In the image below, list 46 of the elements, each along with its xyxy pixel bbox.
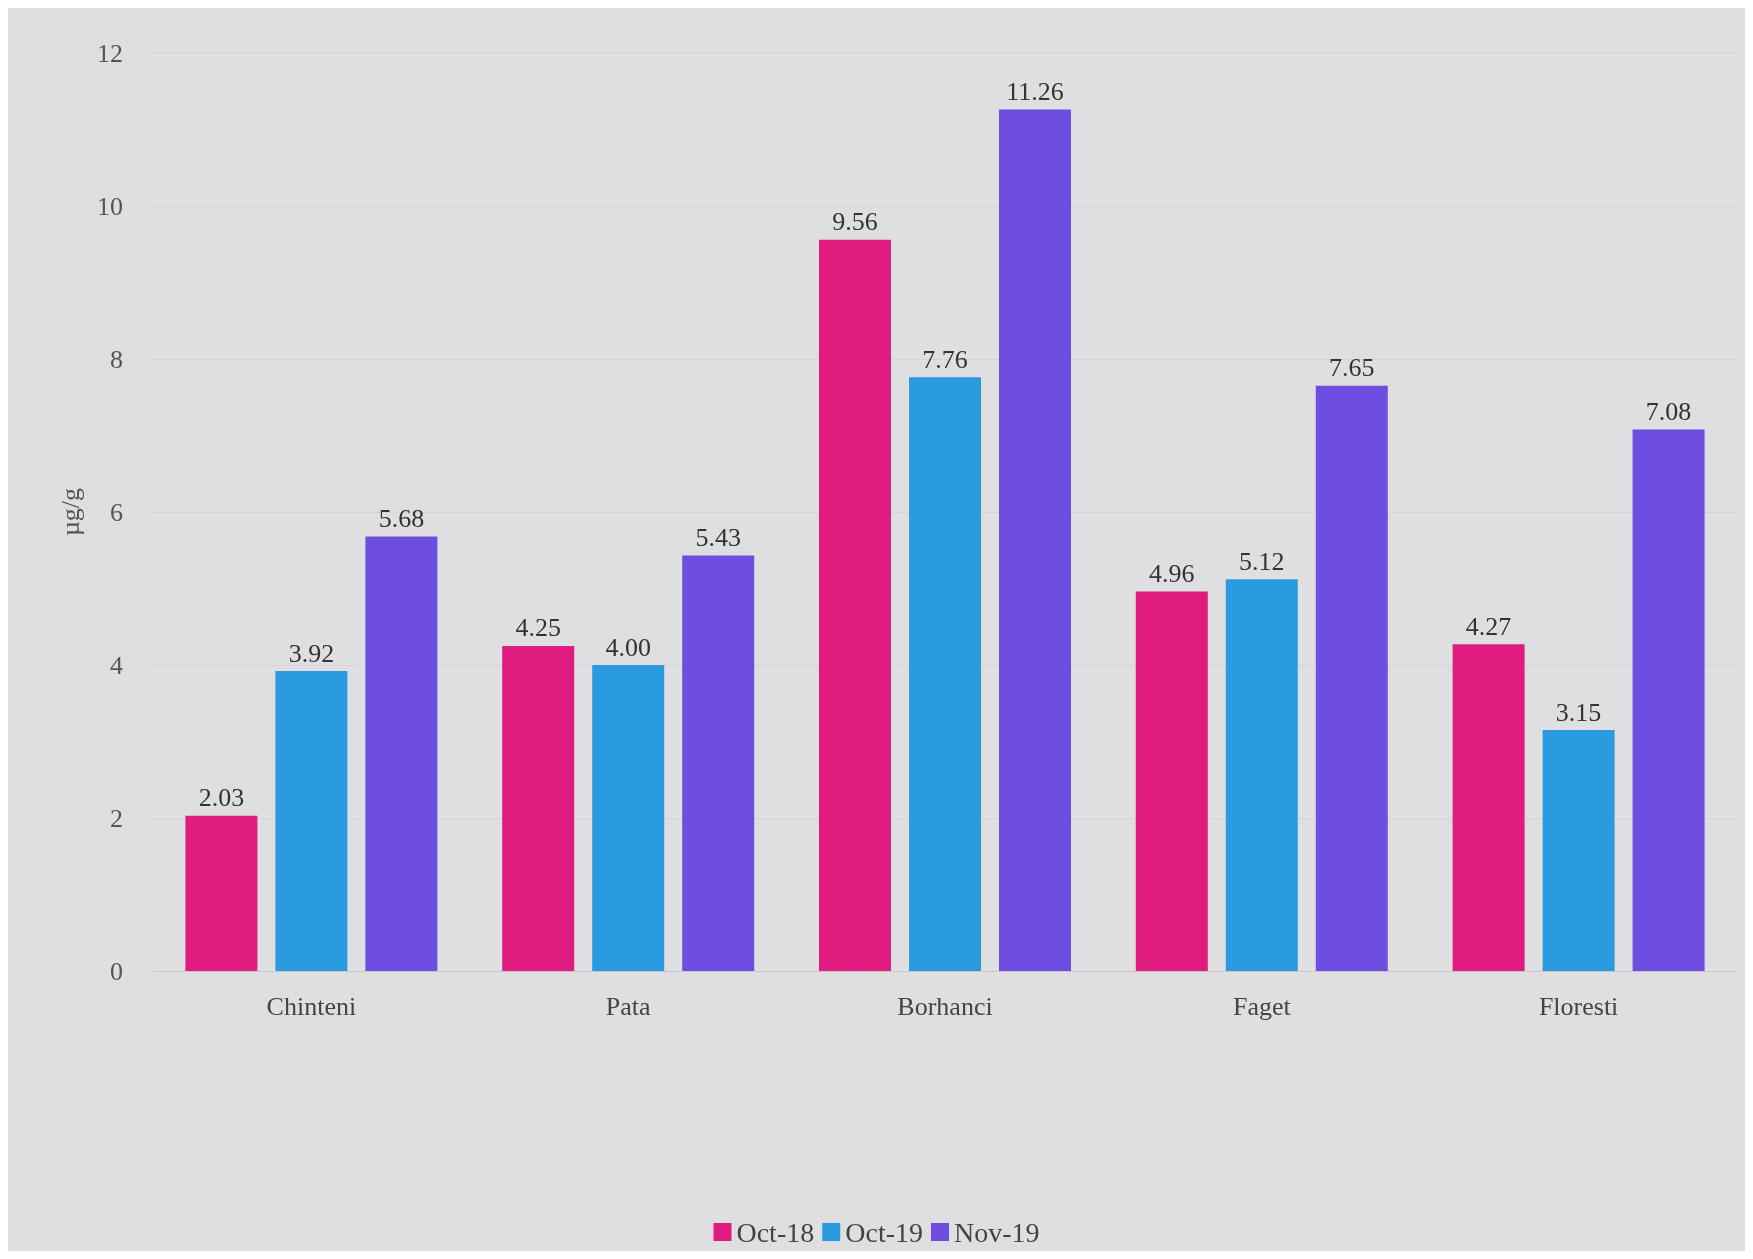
y-tick-label: 8 bbox=[110, 344, 123, 374]
y-tick-label: 6 bbox=[110, 497, 123, 527]
data-label: 4.27 bbox=[1465, 611, 1512, 641]
bar bbox=[275, 671, 348, 971]
bar bbox=[592, 665, 665, 971]
x-tick-label: Chinteni bbox=[266, 991, 357, 1021]
data-label: 7.76 bbox=[922, 344, 968, 374]
bar bbox=[909, 377, 981, 971]
x-tick-label: Borhanci bbox=[897, 991, 993, 1021]
data-label: 3.92 bbox=[288, 638, 335, 668]
data-label: 5.12 bbox=[1239, 546, 1285, 576]
bar bbox=[1542, 730, 1615, 971]
data-label: 9.56 bbox=[832, 207, 878, 237]
bar bbox=[682, 555, 755, 971]
x-tick-label: Floresti bbox=[1538, 991, 1619, 1021]
y-tick-label: 2 bbox=[110, 803, 123, 833]
x-tick-label: Faget bbox=[1232, 991, 1292, 1021]
bar bbox=[1452, 644, 1525, 971]
bar bbox=[1135, 591, 1208, 971]
bar bbox=[1315, 385, 1388, 971]
data-label: 3.15 bbox=[1555, 697, 1602, 727]
legend-label: Oct-18 bbox=[736, 1216, 815, 1248]
y-tick-label: 0 bbox=[110, 956, 123, 986]
y-tick-label: 10 bbox=[97, 191, 123, 221]
bar bbox=[999, 109, 1071, 971]
bar bbox=[819, 239, 891, 971]
legend-label: Nov-19 bbox=[953, 1216, 1040, 1248]
data-label: 4.96 bbox=[1149, 559, 1195, 589]
x-tick-label: Pata bbox=[605, 991, 652, 1021]
y-axis-title: µg/g bbox=[55, 487, 85, 537]
bar bbox=[365, 536, 438, 971]
data-label: 2.03 bbox=[198, 783, 245, 813]
bar bbox=[1225, 579, 1298, 971]
data-label: 7.08 bbox=[1645, 396, 1692, 426]
data-label: 7.65 bbox=[1329, 353, 1375, 383]
y-tick-label: 4 bbox=[110, 650, 123, 680]
bar bbox=[502, 645, 575, 971]
bar bbox=[1632, 429, 1705, 971]
data-label: 4.25 bbox=[515, 613, 561, 643]
legend-label: Oct-19 bbox=[845, 1216, 923, 1248]
data-label: 5.68 bbox=[378, 503, 425, 533]
bar bbox=[185, 815, 258, 971]
data-label: 5.43 bbox=[695, 523, 741, 553]
y-tick-label: 12 bbox=[97, 38, 123, 68]
data-label: 11.26 bbox=[1006, 77, 1064, 107]
data-label: 4.00 bbox=[605, 632, 651, 662]
